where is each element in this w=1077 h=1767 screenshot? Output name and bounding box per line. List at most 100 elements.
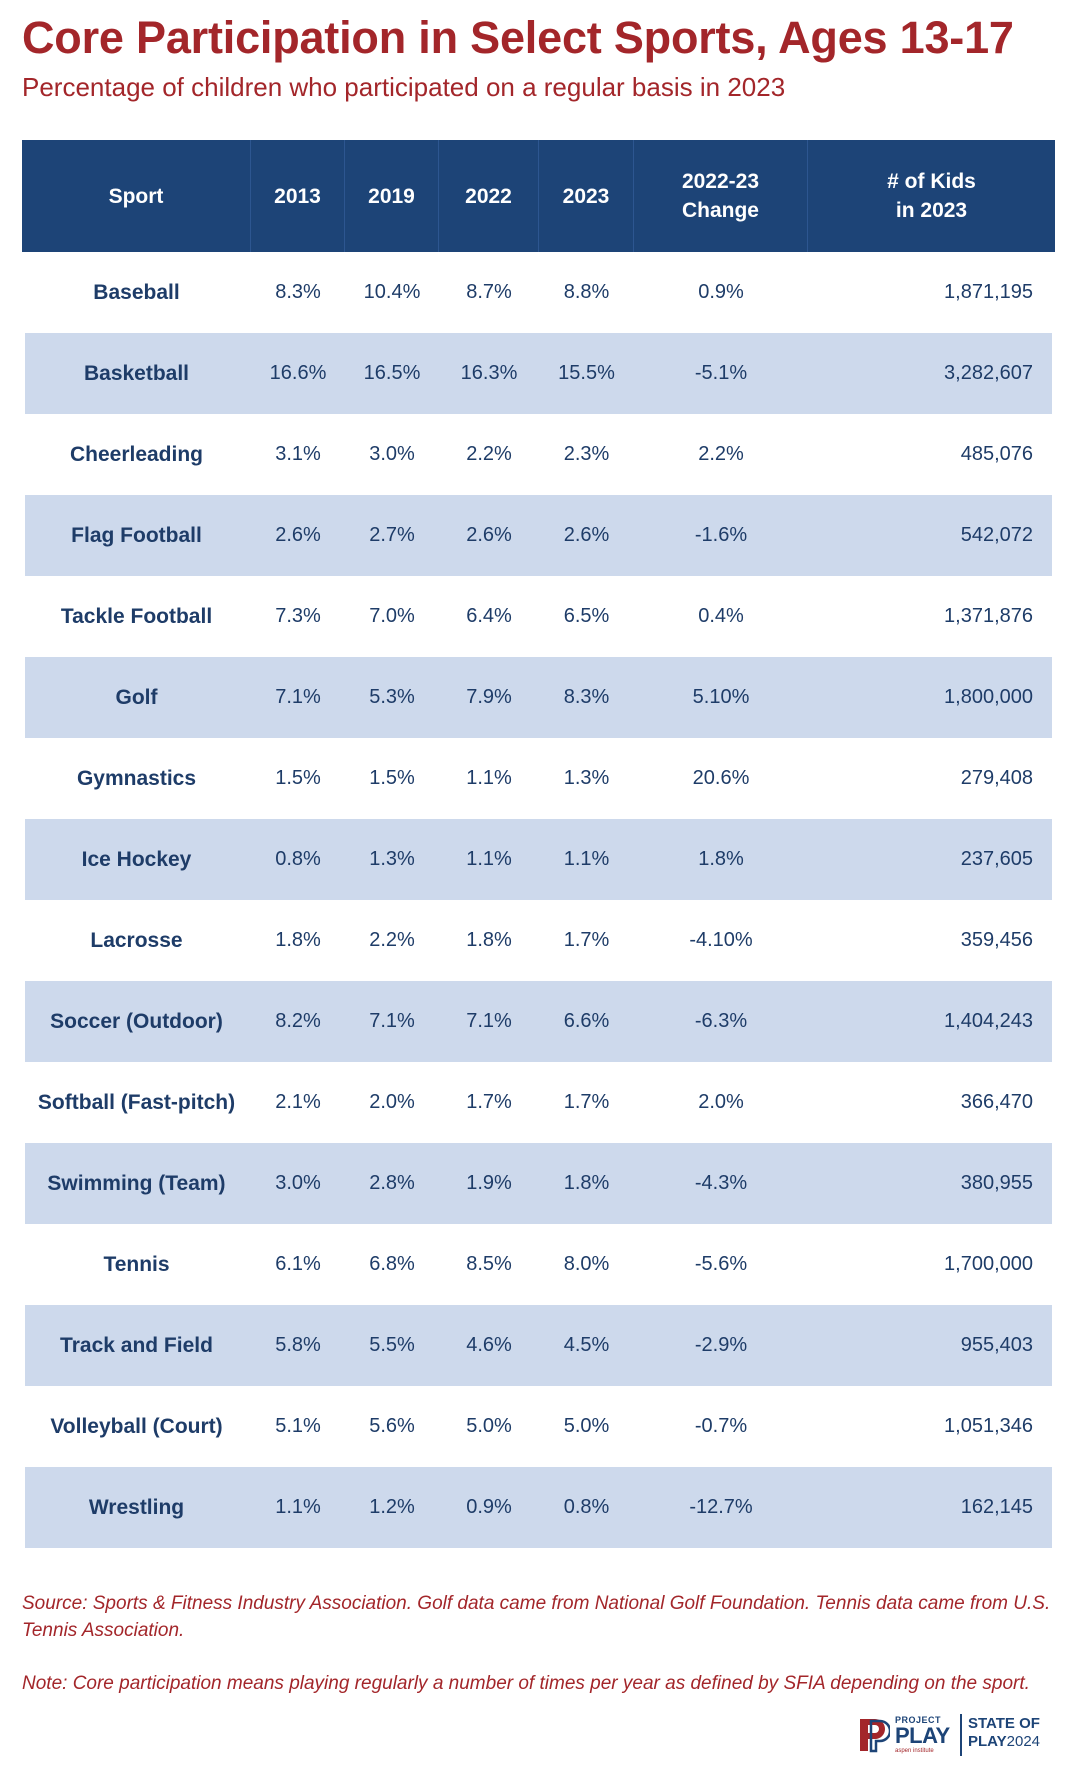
table-body: Baseball 8.3% 10.4% 8.7% 8.8% 0.9% 1,871,195 Ba… bbox=[22, 252, 1055, 1548]
cell-y2019: 5.6% bbox=[369, 1415, 415, 1437]
cell-y2022: 1.9% bbox=[439, 1143, 539, 1224]
column-header-sport: Sport bbox=[22, 140, 251, 252]
column-header-line: Change bbox=[681, 199, 759, 222]
column-header-line: # of Kids bbox=[887, 170, 976, 193]
cell-y2013: 2.6% bbox=[251, 495, 345, 576]
cell-y2019: 2.2% bbox=[369, 929, 415, 951]
table-row: Ice Hockey 0.8% 1.3% 1.1% 1.1% 1.8% 237,605 bbox=[22, 819, 1055, 900]
cell-y2023: 1.1% bbox=[539, 819, 634, 900]
cell-y2013: 8.2% bbox=[251, 981, 345, 1062]
cell-y2019: 1.5% bbox=[369, 767, 415, 789]
cell-y2022: 2.2% bbox=[466, 443, 512, 465]
cell-y2013: 1.8% bbox=[275, 929, 321, 951]
cell-sport: Flag Football bbox=[22, 495, 251, 576]
cell-y2023: 8.0% bbox=[563, 1253, 610, 1275]
table-row: Basketball 16.6% 16.5% 16.3% 15.5% -5.1% 3,282… bbox=[22, 333, 1055, 414]
cell-y2013: 3.0% bbox=[251, 1143, 345, 1224]
cell-kids: 542,072 bbox=[808, 495, 1055, 576]
column-header-change: 2022-23 Change bbox=[634, 140, 808, 252]
cell-y2023: 1.3% bbox=[563, 767, 610, 789]
cell-change: -5.6% bbox=[694, 1253, 748, 1275]
table-row: Cheerleading 3.1% 3.0% 2.2% 2.3% 2.2% 485,076 bbox=[22, 414, 1055, 495]
table-row: Track and Field 5.8% 5.5% 4.6% 4.5% -2.9% 955,… bbox=[22, 1305, 1055, 1386]
cell-y2023: 1.7% bbox=[563, 1091, 610, 1113]
cell-y2019: 5.3% bbox=[345, 657, 439, 738]
cell-kids: 485,076 bbox=[960, 443, 1033, 465]
participation-table: Sport 2013 2019 2022 2023 2022-23 Change # of K… bbox=[22, 140, 1055, 1548]
cell-y2019: 7.0% bbox=[369, 605, 415, 627]
cell-change: 0.9% bbox=[698, 281, 744, 303]
cell-change: -4.10% bbox=[689, 929, 753, 951]
table-row: Lacrosse 1.8% 2.2% 1.8% 1.7% -4.10% 359,456 bbox=[22, 900, 1055, 981]
cell-change: -6.3% bbox=[634, 981, 808, 1062]
cell-y2013: 1.1% bbox=[251, 1467, 345, 1548]
cell-y2022: 8.5% bbox=[466, 1253, 512, 1275]
cell-y2023: 2.6% bbox=[539, 495, 634, 576]
cell-y2013: 6.1% bbox=[275, 1253, 321, 1275]
cell-sport: Lacrosse bbox=[90, 928, 183, 952]
cell-y2022: 1.1% bbox=[466, 767, 512, 789]
cell-y2019: 1.3% bbox=[345, 819, 439, 900]
table-header-row: Sport 2013 2019 2022 2023 2022-23 Change # of K… bbox=[22, 140, 1055, 252]
cell-y2019: 2.8% bbox=[345, 1143, 439, 1224]
table-row: Tackle Football 7.3% 7.0% 6.4% 6.5% 0.4% 1,371… bbox=[22, 576, 1055, 657]
table-row: Softball (Fast-pitch) 2.1% 2.0% 1.7% 1.7% 2.0… bbox=[22, 1062, 1055, 1143]
cell-y2019: 3.0% bbox=[369, 443, 415, 465]
cell-y2022: 0.9% bbox=[439, 1467, 539, 1548]
column-header-line: 2023 bbox=[562, 184, 610, 208]
cell-y2019: 2.7% bbox=[345, 495, 439, 576]
cell-y2022: 8.7% bbox=[466, 281, 512, 303]
cell-y2013: 7.1% bbox=[251, 657, 345, 738]
cell-kids: 1,871,195 bbox=[944, 281, 1033, 303]
page-title: Core Participation in Select Sports, Age… bbox=[22, 12, 1014, 63]
cell-kids: 3,282,607 bbox=[808, 333, 1055, 414]
logo-state-of-text: STATE OF bbox=[968, 1715, 1040, 1732]
cell-sport: Cheerleading bbox=[69, 442, 204, 466]
cell-y2022: 7.9% bbox=[439, 657, 539, 738]
cell-y2023: 1.7% bbox=[563, 929, 610, 951]
cell-change: 1.8% bbox=[634, 819, 808, 900]
cell-change: 20.6% bbox=[692, 767, 750, 789]
cell-y2023: 8.3% bbox=[539, 657, 634, 738]
cell-y2013: 0.8% bbox=[251, 819, 345, 900]
cell-y2022: 1.8% bbox=[466, 929, 512, 951]
table-row: Gymnastics 1.5% 1.5% 1.1% 1.3% 20.6% 279,408 bbox=[22, 738, 1055, 819]
column-header-line: 2019 bbox=[368, 184, 415, 208]
cell-y2019: 5.5% bbox=[345, 1305, 439, 1386]
cell-y2022: 1.1% bbox=[439, 819, 539, 900]
cell-y2023: 0.8% bbox=[539, 1467, 634, 1548]
table-row: Tennis 6.1% 6.8% 8.5% 8.0% -5.6% 1,700,000 bbox=[22, 1224, 1055, 1305]
cell-y2013: 16.6% bbox=[251, 333, 345, 414]
cell-sport: Swimming (Team) bbox=[22, 1143, 251, 1224]
table-row: Golf 7.1% 5.3% 7.9% 8.3% 5.10% 1,800,000 bbox=[22, 657, 1055, 738]
logo-aspen-text: aspen institute bbox=[895, 1748, 934, 1754]
cell-sport: Tackle Football bbox=[60, 604, 213, 628]
cell-kids: 1,800,000 bbox=[808, 657, 1055, 738]
cell-y2022: 4.6% bbox=[439, 1305, 539, 1386]
cell-y2013: 7.3% bbox=[275, 605, 321, 627]
definition-note: Note: Core participation means playing r… bbox=[22, 1673, 1030, 1694]
logo-year-text: 2024 bbox=[1006, 1733, 1041, 1750]
cell-y2019: 1.2% bbox=[345, 1467, 439, 1548]
column-header-y2019: 2019 bbox=[345, 140, 439, 252]
cell-y2013: 5.1% bbox=[275, 1415, 321, 1437]
cell-kids: 1,700,000 bbox=[944, 1253, 1033, 1275]
cell-change: -0.7% bbox=[694, 1415, 748, 1437]
cell-y2013: 3.1% bbox=[275, 443, 321, 465]
cell-kids: 1,404,243 bbox=[808, 981, 1055, 1062]
source-note: Source: Sports & Fitness Industry Associ… bbox=[22, 1593, 1051, 1641]
cell-y2019: 7.1% bbox=[345, 981, 439, 1062]
cell-change: -2.9% bbox=[634, 1305, 808, 1386]
column-header-y2022: 2022 bbox=[439, 140, 539, 252]
cell-y2013: 5.8% bbox=[251, 1305, 345, 1386]
cell-y2022: 1.7% bbox=[466, 1091, 512, 1113]
cell-change: -5.1% bbox=[634, 333, 808, 414]
project-play-logo: PROJECT PLAY aspen institute STATE OF PL… bbox=[858, 1711, 1058, 1759]
cell-sport: Ice Hockey bbox=[22, 819, 251, 900]
cell-kids: 380,955 bbox=[808, 1143, 1055, 1224]
project-play-logo-mark bbox=[860, 1719, 890, 1753]
cell-y2019: 16.5% bbox=[345, 333, 439, 414]
cell-change: 2.2% bbox=[698, 443, 744, 465]
cell-change: -12.7% bbox=[634, 1467, 808, 1548]
cell-sport: Basketball bbox=[22, 333, 251, 414]
